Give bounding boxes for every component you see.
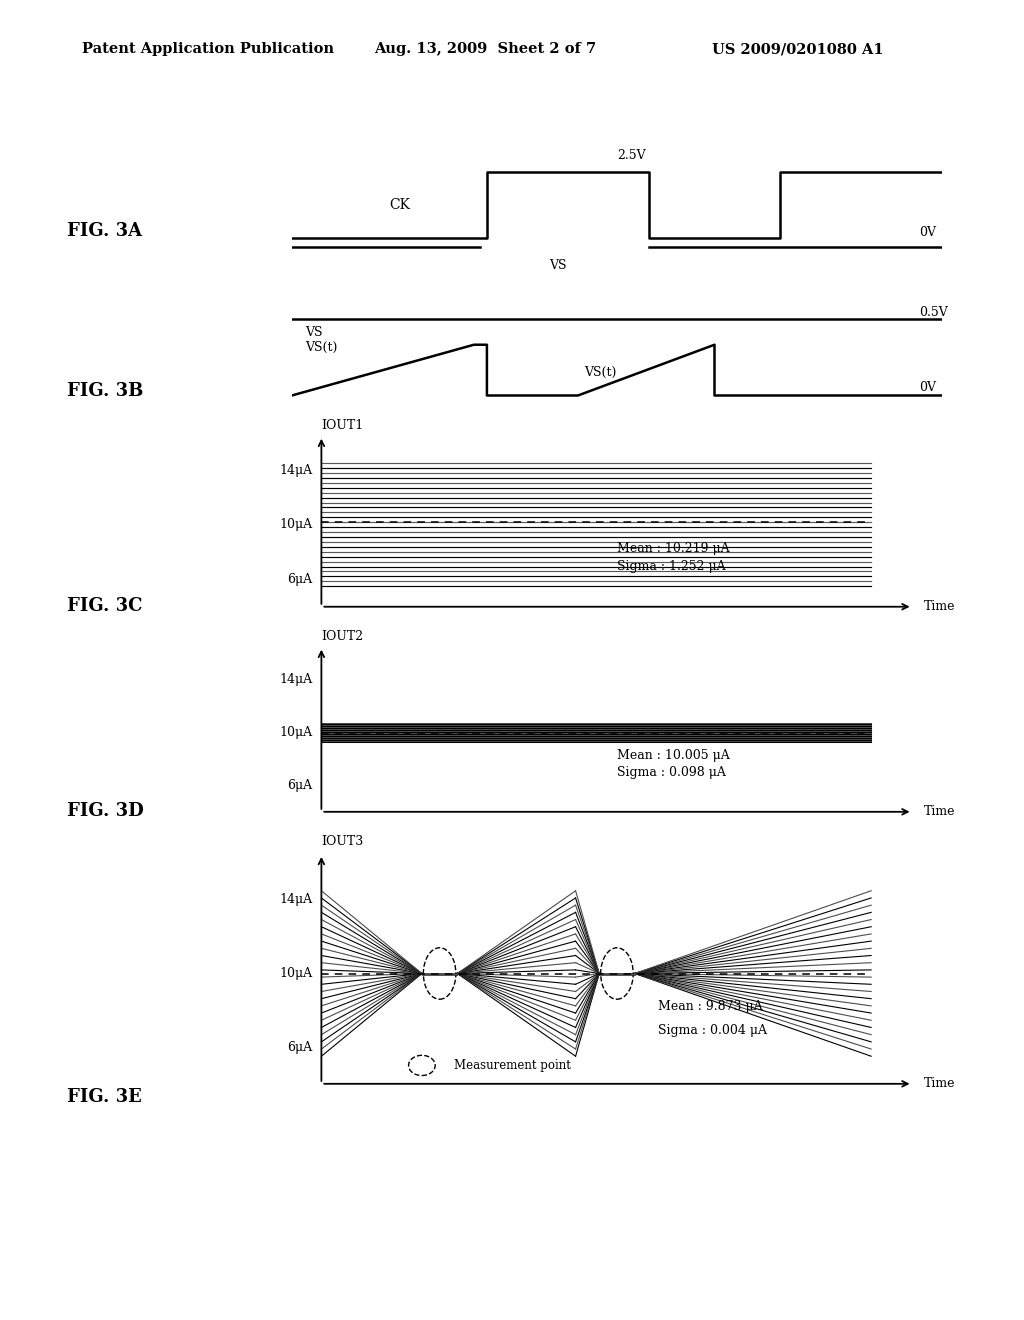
Text: IOUT3: IOUT3 — [322, 836, 364, 849]
Text: Time: Time — [925, 805, 955, 818]
Text: CK: CK — [389, 198, 411, 211]
Text: FIG. 3B: FIG. 3B — [67, 381, 143, 400]
Text: IOUT2: IOUT2 — [322, 630, 364, 643]
Text: VS: VS — [549, 259, 566, 272]
Text: Sigma : 0.098 μA: Sigma : 0.098 μA — [616, 766, 726, 779]
Text: Patent Application Publication: Patent Application Publication — [82, 42, 334, 57]
Text: 6μA: 6μA — [288, 779, 312, 792]
Text: 10μA: 10μA — [280, 968, 312, 979]
Text: 14μA: 14μA — [280, 894, 312, 907]
Text: Sigma : 1.252 μA: Sigma : 1.252 μA — [616, 560, 726, 573]
Text: 0V: 0V — [920, 381, 936, 395]
Text: US 2009/0201080 A1: US 2009/0201080 A1 — [712, 42, 884, 57]
Text: IOUT1: IOUT1 — [322, 418, 364, 432]
Text: Sigma : 0.004 μA: Sigma : 0.004 μA — [658, 1024, 767, 1038]
Text: Aug. 13, 2009  Sheet 2 of 7: Aug. 13, 2009 Sheet 2 of 7 — [374, 42, 596, 57]
Text: FIG. 3E: FIG. 3E — [67, 1088, 141, 1106]
Text: FIG. 3D: FIG. 3D — [67, 801, 143, 820]
Text: FIG. 3A: FIG. 3A — [67, 222, 141, 240]
Text: Time: Time — [925, 601, 955, 614]
Text: 0V: 0V — [920, 226, 936, 239]
Text: 0.5V: 0.5V — [920, 306, 948, 319]
Text: VS(t): VS(t) — [305, 341, 337, 354]
Text: VS(t): VS(t) — [585, 366, 616, 379]
Text: 10μA: 10μA — [280, 726, 312, 739]
Text: VS: VS — [305, 326, 323, 338]
Text: 14μA: 14μA — [280, 463, 312, 477]
Text: Measurement point: Measurement point — [455, 1059, 571, 1072]
Text: Mean : 10.219 μA: Mean : 10.219 μA — [616, 543, 729, 554]
Text: FIG. 3C: FIG. 3C — [67, 597, 142, 615]
Text: Mean : 10.005 μA: Mean : 10.005 μA — [616, 748, 730, 762]
Text: Mean : 9.873 μA: Mean : 9.873 μA — [658, 1001, 763, 1014]
Text: 10μA: 10μA — [280, 519, 312, 531]
Text: 6μA: 6μA — [288, 1040, 312, 1053]
Text: 2.5V: 2.5V — [616, 149, 645, 161]
Text: 14μA: 14μA — [280, 673, 312, 686]
Text: 6μA: 6μA — [288, 573, 312, 586]
Text: Time: Time — [925, 1077, 955, 1090]
